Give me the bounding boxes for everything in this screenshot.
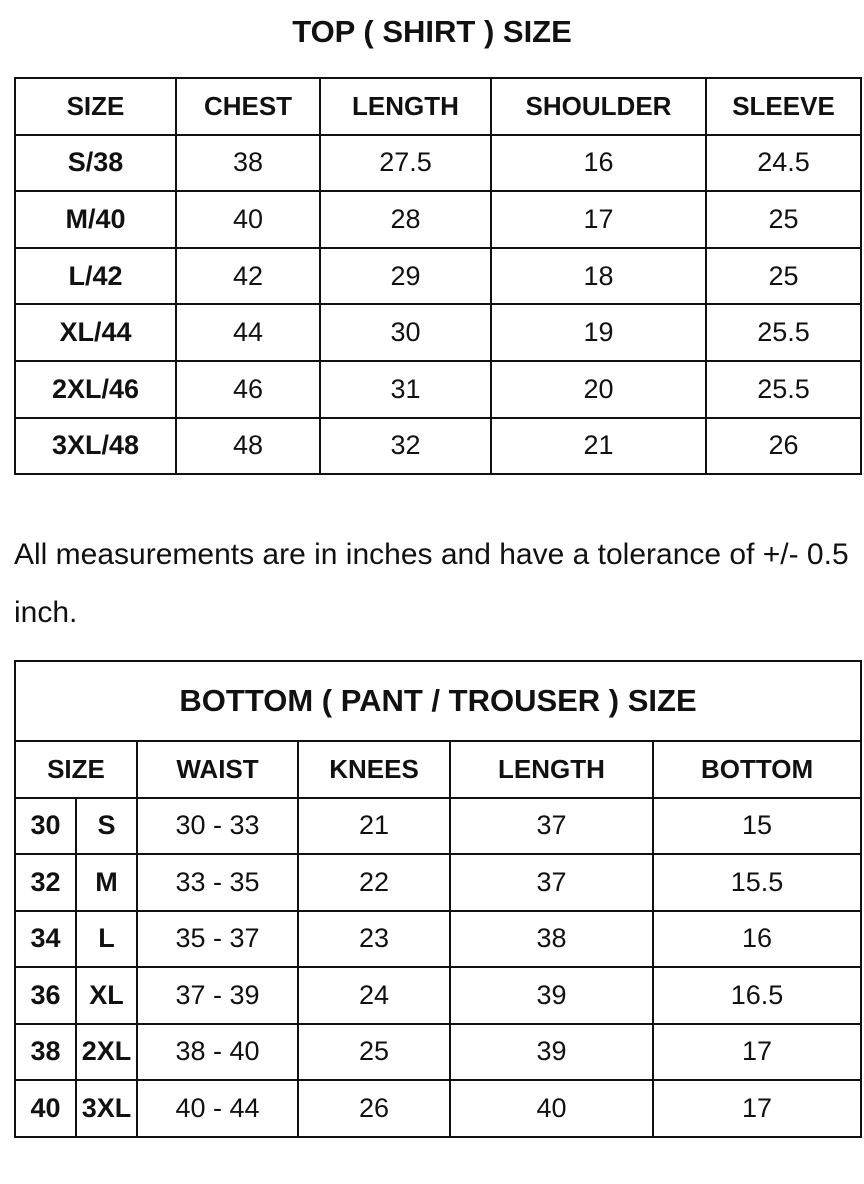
- size-cell: S/38: [14, 133, 177, 193]
- cell: 33 - 35: [136, 853, 299, 912]
- cell: 40 - 44: [136, 1079, 299, 1138]
- table-row: S/38 38 27.5 16 24.5: [14, 133, 862, 193]
- cell: 35 - 37: [136, 909, 299, 968]
- table-row: XL/44 44 30 19 25.5: [14, 303, 862, 362]
- table-row: L/42 42 29 18 25: [14, 246, 862, 306]
- cell: 42: [175, 246, 321, 306]
- cell: 15: [651, 796, 863, 855]
- cell: 23: [297, 909, 451, 968]
- cell: 25.5: [705, 303, 862, 362]
- cell: 37 - 39: [136, 966, 299, 1025]
- cell: 46: [175, 359, 321, 419]
- size-cell: 3XL: [75, 1079, 138, 1138]
- cell: 31: [319, 359, 492, 419]
- size-cell: S: [75, 796, 138, 855]
- table-row: 36 XL 37 - 39 24 39 16.5: [14, 966, 863, 1025]
- table-row: 38 2XL 38 - 40 25 39 17: [14, 1022, 863, 1081]
- size-cell: 2XL/46: [14, 359, 177, 419]
- column-header: WAIST: [136, 740, 299, 799]
- size-cell: L/42: [14, 246, 177, 306]
- pant-size-table: BOTTOM ( PANT / TROUSER ) SIZE SIZE WAIST K…: [13, 660, 863, 1138]
- cell: 17: [651, 1079, 863, 1138]
- cell: 30: [319, 303, 492, 362]
- cell: 16: [490, 133, 707, 193]
- cell: 24: [297, 966, 451, 1025]
- cell: 40: [175, 190, 321, 249]
- column-header: SLEEVE: [705, 77, 862, 136]
- cell: 32: [319, 416, 492, 476]
- cell: 27.5: [319, 133, 492, 193]
- size-cell: M: [75, 853, 138, 912]
- cell: 29: [319, 246, 492, 306]
- cell: 30 - 33: [136, 796, 299, 855]
- table-row: 3XL/48 48 32 21 26: [14, 416, 862, 476]
- size-cell: 34: [14, 909, 77, 968]
- cell: 44: [175, 303, 321, 362]
- size-cell: L: [75, 909, 138, 968]
- size-cell: 32: [14, 853, 77, 912]
- cell: 25: [297, 1022, 451, 1081]
- cell: 26: [297, 1079, 451, 1138]
- measurement-note: All measurements are in inches and have …: [14, 538, 849, 629]
- size-cell: 3XL/48: [14, 416, 177, 476]
- top-table-title: TOP ( SHIRT ) SIZE: [292, 14, 572, 49]
- cell: 39: [449, 966, 654, 1025]
- column-header: LENGTH: [449, 740, 654, 799]
- shirt-size-table: SIZE CHEST LENGTH SHOULDER SLEEVE S/38 38 27.5 1…: [14, 77, 862, 476]
- table-row: 2XL/46 46 31 20 25.5: [14, 359, 862, 419]
- cell: 22: [297, 853, 451, 912]
- cell: 26: [705, 416, 862, 476]
- table-row: 34 L 35 - 37 23 38 16: [14, 909, 863, 968]
- size-cell: 36: [14, 966, 77, 1025]
- column-header: KNEES: [297, 740, 451, 799]
- size-cell: 2XL: [75, 1022, 138, 1081]
- cell: 21: [490, 416, 707, 476]
- bottom-table-title: BOTTOM ( PANT / TROUSER ) SIZE: [13, 660, 863, 742]
- cell: 19: [490, 303, 707, 362]
- size-cell: XL: [75, 966, 138, 1025]
- table-row: 32 M 33 - 35 22 37 15.5: [14, 853, 863, 912]
- cell: 25: [705, 190, 862, 249]
- cell: 17: [651, 1022, 863, 1081]
- size-cell: XL/44: [14, 303, 177, 362]
- cell: 20: [490, 359, 707, 419]
- cell: 15.5: [651, 853, 863, 912]
- cell: 28: [319, 190, 492, 249]
- cell: 40: [449, 1079, 654, 1138]
- table-row: 40 3XL 40 - 44 26 40 17: [14, 1079, 863, 1138]
- size-cell: 30: [14, 796, 77, 855]
- cell: 38: [449, 909, 654, 968]
- size-cell: M/40: [14, 190, 177, 249]
- cell: 24.5: [705, 133, 862, 193]
- cell: 39: [449, 1022, 654, 1081]
- table-row: 30 S 30 - 33 21 37 15: [14, 796, 863, 855]
- size-cell: 38: [14, 1022, 77, 1081]
- cell: 48: [175, 416, 321, 476]
- cell: 17: [490, 190, 707, 249]
- cell: 38 - 40: [136, 1022, 299, 1081]
- column-header: LENGTH: [319, 77, 492, 136]
- cell: 37: [449, 796, 654, 855]
- column-header: CHEST: [175, 77, 321, 136]
- column-header: SIZE: [14, 740, 138, 799]
- size-cell: 40: [14, 1079, 77, 1138]
- column-header: SHOULDER: [490, 77, 707, 136]
- cell: 21: [297, 796, 451, 855]
- cell: 16.5: [651, 966, 863, 1025]
- column-header: SIZE: [14, 77, 177, 136]
- table-row: M/40 40 28 17 25: [14, 190, 862, 249]
- cell: 18: [490, 246, 707, 306]
- cell: 25: [705, 246, 862, 306]
- cell: 38: [175, 133, 321, 193]
- column-header: BOTTOM: [651, 740, 863, 799]
- cell: 37: [449, 853, 654, 912]
- cell: 16: [651, 909, 863, 968]
- cell: 25.5: [705, 359, 862, 419]
